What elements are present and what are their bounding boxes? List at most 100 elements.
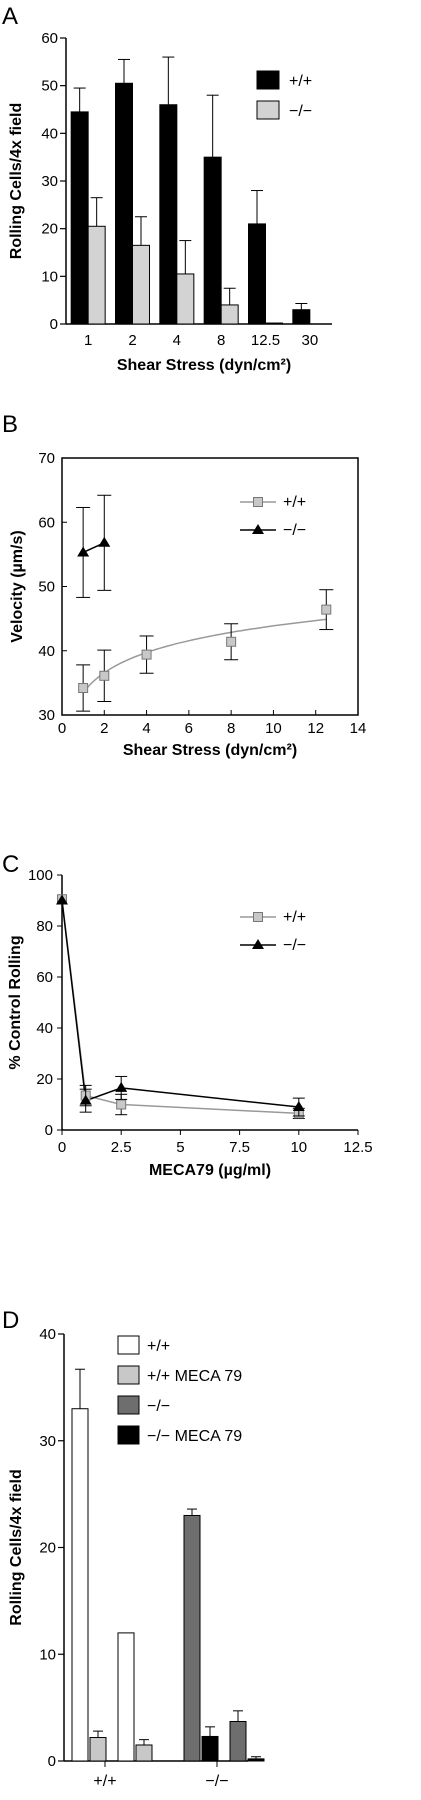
- x-tick-label: 5: [176, 1139, 184, 1156]
- y-tick-label: 40: [38, 643, 55, 660]
- series-line: [61, 899, 299, 1115]
- bar: [115, 82, 133, 325]
- x-tick-label: 30: [301, 332, 318, 349]
- y-tick-label: 10: [39, 1646, 56, 1663]
- legend-swatch: [117, 1395, 140, 1415]
- y-axis-label: % Control Rolling: [7, 935, 24, 1069]
- y-tick-label: 30: [38, 707, 55, 724]
- x-tick-label: 2: [100, 720, 108, 737]
- y-tick-label: 20: [36, 1071, 53, 1088]
- x-tick-label: 0: [58, 1139, 66, 1156]
- data-point: [292, 1101, 305, 1112]
- y-axis-label: Rolling Cells/4x field: [8, 103, 25, 259]
- x-tick-label: 10: [265, 720, 282, 737]
- fit-curve: [82, 618, 327, 694]
- legend-label: −/−: [283, 522, 306, 539]
- y-tick-label: 60: [38, 514, 55, 531]
- x-tick-label: 8: [227, 720, 235, 737]
- x-tick-label: 14: [350, 720, 367, 737]
- legend-label: +/+: [283, 494, 306, 511]
- bar: [229, 1721, 247, 1762]
- y-tick-label: 50: [38, 579, 55, 596]
- panel-letter-c: C: [2, 851, 19, 878]
- legend-label: +/+: [289, 73, 312, 90]
- y-tick-label: 40: [41, 125, 58, 142]
- legend-label: −/−: [289, 103, 312, 120]
- bar: [203, 156, 222, 325]
- legend-swatch: [256, 70, 280, 90]
- y-tick-label: 0: [45, 1122, 53, 1139]
- x-axis-label: MECA79 (µg/ml): [149, 1162, 271, 1179]
- bar: [176, 273, 195, 325]
- bar: [159, 104, 178, 325]
- x-tick-label: 1: [84, 332, 92, 349]
- bar: [292, 309, 311, 325]
- data-point: [116, 1099, 127, 1110]
- x-tick-label: 12: [307, 720, 324, 737]
- bar: [201, 1735, 219, 1762]
- chart-d: 0 10 20 30 40 +/+ −/− Rolling Cells/4x field +/+…: [8, 1326, 265, 1790]
- y-tick-label: 0: [50, 316, 58, 333]
- y-tick-label: 60: [41, 30, 58, 47]
- chart-a: 0 10 20 30 40 50 60 1 2 4 8 12.5 30 Shear Stress (dyn…: [8, 30, 332, 374]
- x-tick-label: 12.5: [343, 1139, 372, 1156]
- panel-letter-d: D: [2, 1307, 19, 1334]
- legend-swatch: [117, 1425, 140, 1445]
- y-tick-label: 80: [36, 918, 53, 935]
- series-line: [61, 900, 299, 1108]
- x-tick-label: 0: [58, 720, 66, 737]
- bar: [132, 244, 150, 325]
- legend-marker: [252, 524, 264, 534]
- data-point: [56, 894, 68, 905]
- legend-marker: [253, 912, 263, 922]
- data-point: [226, 636, 237, 647]
- y-axis-label: Velocity (µm/s): [9, 530, 26, 642]
- x-tick-label: 4: [173, 332, 181, 349]
- chart-c: 0 20 40 60 80 100 0 2.5 5 7.5 10 12.5 MECA79 (µg/ml)…: [7, 867, 373, 1179]
- bar: [117, 1632, 135, 1762]
- bar: [135, 1744, 153, 1762]
- x-tick-label: 6: [185, 720, 193, 737]
- x-tick-label: 4: [142, 720, 150, 737]
- bar: [87, 225, 106, 325]
- legend-label: −/−: [147, 1398, 170, 1415]
- legend-label: −/− MECA 79: [147, 1428, 242, 1445]
- data-point: [98, 536, 111, 547]
- legend-label: +/+: [283, 909, 306, 926]
- data-point: [321, 604, 332, 615]
- y-tick-label: 30: [39, 1433, 56, 1450]
- data-point: [115, 1081, 128, 1092]
- data-point: [141, 649, 152, 660]
- x-axis-label: Shear Stress (dyn/cm²): [117, 357, 291, 374]
- legend-label: +/+: [147, 1338, 170, 1355]
- data-point: [77, 546, 90, 557]
- y-tick-label: 0: [48, 1753, 56, 1770]
- y-axis-label: Rolling Cells/4x field: [8, 1469, 25, 1625]
- x-tick-label: −/−: [205, 1773, 228, 1790]
- chart-b: 30 40 50 60 70 0 2 4 6 8 10 12 14 Shear Stress (dyn/c…: [9, 450, 366, 759]
- bar: [71, 1408, 89, 1762]
- bar: [220, 304, 239, 325]
- legend-label: +/+ MECA 79: [147, 1368, 242, 1385]
- legend-swatch: [256, 100, 280, 120]
- x-tick-label: 10: [290, 1139, 307, 1156]
- x-tick-label: 8: [217, 332, 225, 349]
- x-tick-label: 2: [128, 332, 136, 349]
- y-tick-label: 40: [39, 1326, 56, 1343]
- bar: [183, 1514, 201, 1762]
- bar: [248, 223, 266, 325]
- bar: [70, 111, 89, 325]
- legend-swatch: [117, 1365, 140, 1385]
- y-tick-label: 100: [28, 867, 53, 884]
- x-tick-label: 2.5: [111, 1139, 132, 1156]
- legend-marker: [252, 939, 264, 949]
- panel-letter-a: A: [2, 3, 18, 30]
- legend-swatch: [117, 1335, 140, 1355]
- y-tick-label: 70: [38, 450, 55, 467]
- data-point: [99, 670, 110, 681]
- legend-label: −/−: [283, 937, 306, 954]
- bar: [247, 1758, 265, 1762]
- y-tick-label: 20: [39, 1540, 56, 1557]
- legend-marker: [253, 497, 263, 507]
